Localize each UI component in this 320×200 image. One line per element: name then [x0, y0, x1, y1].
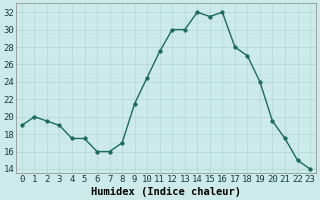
X-axis label: Humidex (Indice chaleur): Humidex (Indice chaleur) [91, 186, 241, 197]
